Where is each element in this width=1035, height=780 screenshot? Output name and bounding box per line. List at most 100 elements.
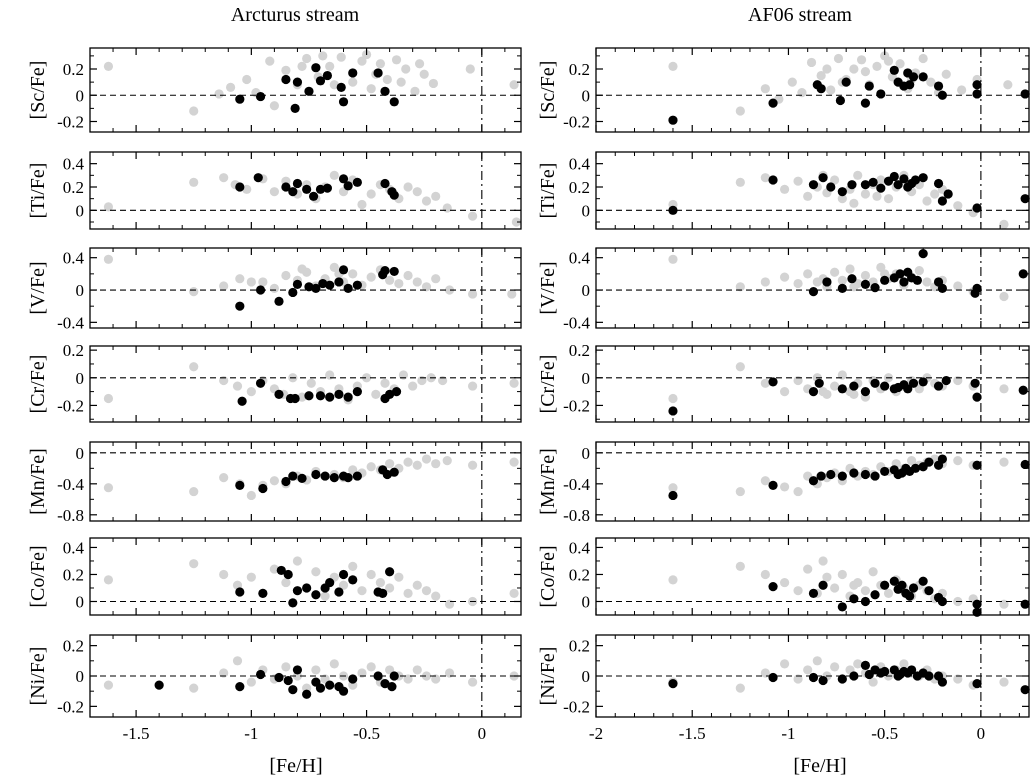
stream-star-point	[292, 178, 303, 189]
stream-star-point	[937, 196, 948, 206]
background-star-point	[428, 78, 439, 89]
background-star-point	[189, 177, 199, 187]
background-star-point	[760, 378, 770, 388]
background-star-point	[444, 668, 455, 678]
stream-star-point	[972, 460, 982, 470]
background-star-point	[860, 189, 871, 199]
panel-frame	[89, 345, 522, 423]
background-star-point	[812, 656, 822, 666]
stream-star-point	[837, 187, 847, 197]
background-star-point	[849, 580, 859, 590]
y-tick-label: -0.4	[563, 313, 590, 332]
background-star-point	[860, 67, 871, 77]
stream-star-point	[389, 266, 399, 277]
background-star-point	[793, 674, 803, 684]
background-star-point	[246, 490, 256, 501]
background-star-point	[269, 476, 279, 486]
background-star-point	[431, 274, 441, 284]
panel-frame	[89, 247, 522, 329]
stream-star-point	[348, 68, 358, 78]
stream-star-point	[816, 471, 826, 481]
stream-star-point	[768, 377, 778, 387]
x-tick-label: -1.5	[679, 724, 706, 743]
background-star-point	[735, 561, 745, 571]
background-star-point	[103, 254, 114, 264]
stream-star-point	[389, 671, 399, 681]
x-tick-label: -1	[781, 724, 795, 743]
x-tick-label: 0	[977, 724, 986, 743]
background-star-point	[735, 282, 745, 292]
background-star-point	[760, 84, 770, 94]
y-tick-label: 0.4	[63, 155, 85, 174]
background-star-point	[922, 196, 932, 206]
abundance-panel: 0 0.2 0.4 [Ti/Fe]	[537, 151, 1030, 230]
stream-star-point	[274, 672, 284, 683]
stream-star-point	[343, 181, 353, 191]
background-star-point	[242, 74, 252, 85]
background-star-point	[329, 80, 339, 90]
background-star-point	[465, 64, 475, 74]
stream-star-point	[937, 90, 948, 100]
stream-star-point	[297, 473, 307, 484]
stream-star-point	[972, 89, 982, 99]
stream-star-point	[385, 389, 395, 399]
abundance-panel: 0 0.2 0.4 [Co/Fe]	[27, 537, 522, 616]
stream-star-point	[322, 183, 332, 193]
panel-frame	[595, 441, 1030, 522]
stream-star-point	[870, 590, 880, 600]
background-star-point	[833, 53, 844, 64]
background-star-point	[103, 575, 114, 585]
panel-frame	[89, 441, 522, 522]
background-star-point	[953, 674, 963, 684]
stream-star-point	[338, 97, 349, 107]
background-star-point	[189, 287, 199, 297]
y-axis-label: [Ni/Fe]	[537, 647, 559, 706]
abundance-panel: -0.2 0 0.2 [Sc/Fe]	[537, 47, 1030, 133]
y-tick-label: 0	[76, 86, 85, 105]
abundance-panel: 0 0.2 0.4 [Ti/Fe]	[27, 151, 522, 230]
background-star-point	[232, 381, 243, 391]
y-axis-label: [Ti/Fe]	[537, 163, 559, 219]
background-star-point	[787, 77, 797, 87]
background-star-point	[930, 189, 940, 199]
background-star-point	[442, 455, 452, 466]
background-star-point	[849, 389, 859, 399]
background-star-point	[922, 277, 932, 287]
y-tick-label: -0.4	[57, 313, 84, 332]
stream-star-point	[933, 81, 944, 91]
stream-star-point	[860, 660, 871, 670]
stream-star-point	[870, 282, 880, 293]
y-tick-label: 0	[76, 592, 85, 611]
stream-star-point	[283, 675, 293, 686]
stream-star-point	[814, 378, 824, 388]
background-star-point	[941, 69, 951, 79]
background-star-point	[329, 170, 339, 180]
stream-star-point	[668, 406, 678, 416]
background-star-point	[735, 683, 745, 693]
y-tick-label: 0	[76, 667, 85, 686]
background-star-point	[444, 285, 455, 295]
stream-star-point	[343, 283, 353, 294]
stream-star-point	[334, 587, 344, 597]
stream-star-point	[868, 177, 878, 187]
stream-star-point	[808, 180, 819, 190]
y-axis-label: [V/Fe]	[27, 261, 49, 314]
background-star-point	[509, 457, 519, 467]
background-star-point	[297, 264, 307, 274]
stream-star-point	[235, 182, 245, 192]
x-tick-label: -1.5	[123, 724, 150, 743]
y-axis-label: [Co/Fe]	[27, 545, 49, 607]
stream-star-point	[907, 665, 917, 675]
background-star-point	[214, 89, 224, 99]
background-star-point	[329, 659, 339, 669]
background-star-point	[403, 270, 413, 281]
background-star-point	[509, 588, 519, 598]
background-star-point	[103, 61, 114, 71]
stream-star-point	[315, 184, 326, 194]
background-star-point	[232, 656, 243, 666]
stream-star-point	[668, 115, 678, 125]
background-star-point	[412, 460, 422, 470]
y-tick-label: 0.2	[569, 637, 590, 656]
stream-star-point	[837, 471, 847, 481]
stream-star-point	[837, 283, 847, 294]
